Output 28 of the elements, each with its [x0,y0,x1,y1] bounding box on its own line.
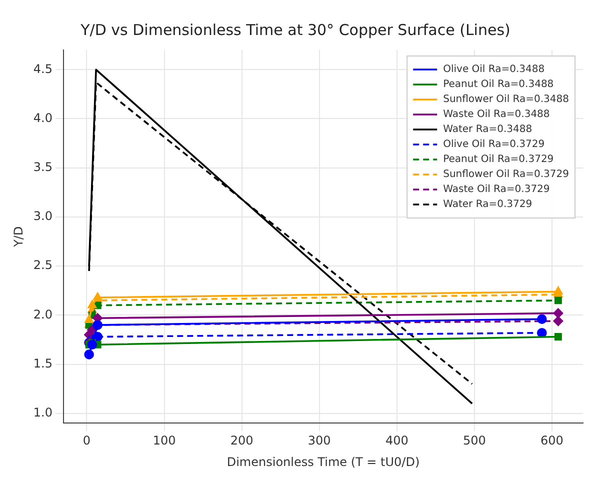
y-tick-label: 2.5 [33,258,52,272]
legend-label: Olive Oil Ra=0.3729 [443,139,545,150]
legend-label: Waste Oil Ra=0.3488 [443,109,550,120]
y-tick-label: 3.0 [33,209,52,224]
legend-label: Olive Oil Ra=0.3488 [443,64,545,76]
legend-label: Peanut Oil Ra=0.3488 [443,79,554,90]
y-tick-label: 4.5 [33,62,52,76]
legend-label: Sunflower Oil Ra=0.3729 [443,169,570,180]
chart-title: Y/D vs Dimensionless Time at 30° Copper Surface (Lines) [80,20,510,39]
x-tick-label: 0 [82,434,91,448]
y-axis-title: Y/D [11,226,26,248]
x-tick-label: 100 [152,434,176,448]
x-tick-label: 600 [540,434,564,448]
y-tick-label: 2.0 [33,307,52,322]
y-tick-label: 1.0 [33,406,52,420]
legend-label: Water Ra=0.3729 [443,199,532,210]
legend-label: Waste Oil Ra=0.3729 [443,184,550,196]
legend-label: Sunflower Oil Ra=0.3488 [443,94,570,106]
y-tick-label: 1.5 [33,356,52,370]
legend-label: Water Ra=0.3488 [443,124,532,136]
legend-label: Peanut Oil Ra=0.3729 [443,154,554,166]
y-tick-label: 3.5 [33,160,52,174]
x-axis-title: Dimensionless Time (T = tU0/D) [226,454,420,469]
x-tick-label: 300 [308,434,331,448]
y-tick-label: 4.0 [33,110,52,125]
x-tick-label: 500 [462,434,486,448]
x-tick-label: 200 [230,434,254,448]
x-tick-label: 400 [385,434,408,448]
